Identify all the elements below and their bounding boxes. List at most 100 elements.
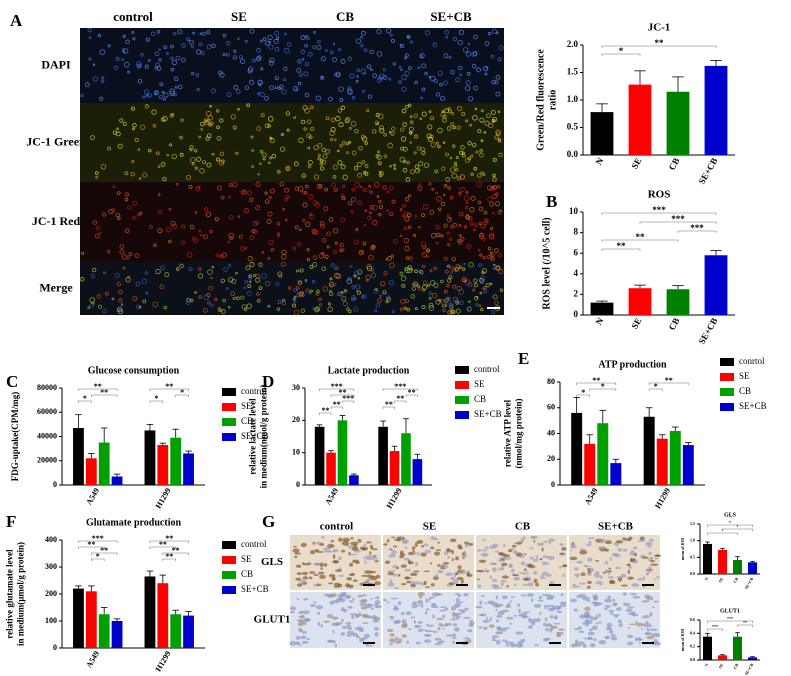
cell [650, 625, 653, 628]
cell [351, 615, 355, 620]
cell [186, 251, 193, 258]
cell [491, 584, 499, 588]
cell [511, 547, 515, 550]
cell [388, 279, 394, 286]
cell [370, 272, 377, 278]
cell [426, 248, 430, 253]
cell [323, 620, 331, 623]
cell [298, 137, 304, 144]
significance-bracket [382, 388, 418, 391]
cell [391, 126, 396, 132]
cell [605, 548, 610, 552]
cell [379, 127, 385, 134]
cell [245, 265, 251, 271]
cell [268, 239, 274, 246]
cell [516, 603, 521, 607]
cell [88, 57, 92, 61]
cell [221, 309, 226, 314]
cell [296, 583, 303, 587]
cell [152, 301, 158, 308]
cell [412, 551, 417, 556]
cell [227, 305, 231, 309]
cell [319, 562, 324, 567]
cell [432, 614, 435, 619]
cell [406, 640, 410, 644]
cell [443, 53, 449, 59]
cell [216, 136, 222, 141]
cell [116, 282, 121, 287]
cell [475, 303, 479, 307]
cell [337, 108, 343, 113]
cell [316, 289, 320, 294]
cell [356, 290, 361, 295]
panel-letter: D [262, 372, 274, 391]
bar [111, 476, 123, 485]
cell [332, 175, 337, 179]
panel-letter: B [546, 192, 557, 211]
significance-label: * [619, 46, 624, 56]
cell [232, 125, 237, 130]
cell [312, 45, 317, 50]
cell [577, 641, 585, 645]
cell [279, 181, 285, 187]
y-tick-label: 0 [574, 309, 579, 319]
cell [323, 206, 329, 212]
cell [151, 109, 157, 115]
cell [256, 292, 260, 296]
cell [436, 233, 441, 238]
cell [379, 171, 384, 176]
cell [641, 600, 650, 603]
cell [400, 68, 403, 71]
cell [366, 541, 372, 544]
cell [465, 119, 469, 123]
cell [304, 43, 308, 48]
cell [646, 569, 651, 574]
cell [209, 229, 213, 234]
cell [111, 297, 115, 301]
cell [390, 616, 394, 621]
bar [718, 550, 727, 574]
cell [538, 595, 542, 600]
cell [451, 558, 454, 562]
cell [295, 577, 302, 581]
cell [508, 563, 513, 568]
cell [311, 280, 316, 284]
cell [172, 32, 177, 36]
y-tick-label: 4 [574, 268, 579, 278]
cell [387, 570, 394, 573]
cell [327, 302, 332, 306]
cell [397, 573, 401, 577]
cell [289, 606, 297, 611]
significance-label: ** [385, 400, 393, 409]
cell [293, 161, 299, 167]
cell [587, 580, 592, 584]
cell [452, 284, 457, 289]
cell [350, 210, 354, 214]
cell [173, 92, 177, 97]
cell [421, 305, 426, 310]
cell [483, 289, 487, 294]
cell [476, 181, 483, 187]
cell [91, 267, 97, 273]
cell [386, 601, 390, 604]
cell [323, 563, 328, 567]
cell [324, 187, 328, 192]
cell [473, 283, 478, 288]
cell [645, 621, 649, 624]
cell [313, 573, 320, 576]
cell [220, 196, 225, 200]
cell [386, 209, 389, 213]
cell [435, 574, 438, 578]
cell [635, 620, 638, 625]
cell [374, 309, 378, 313]
cell [435, 141, 439, 145]
cell [332, 560, 340, 564]
cell [368, 184, 372, 188]
cell [143, 89, 150, 95]
cell [199, 168, 205, 174]
panel-letter: G [262, 512, 275, 531]
cell [366, 109, 370, 113]
cell [460, 610, 466, 614]
cell [363, 581, 369, 583]
cell [510, 643, 516, 648]
